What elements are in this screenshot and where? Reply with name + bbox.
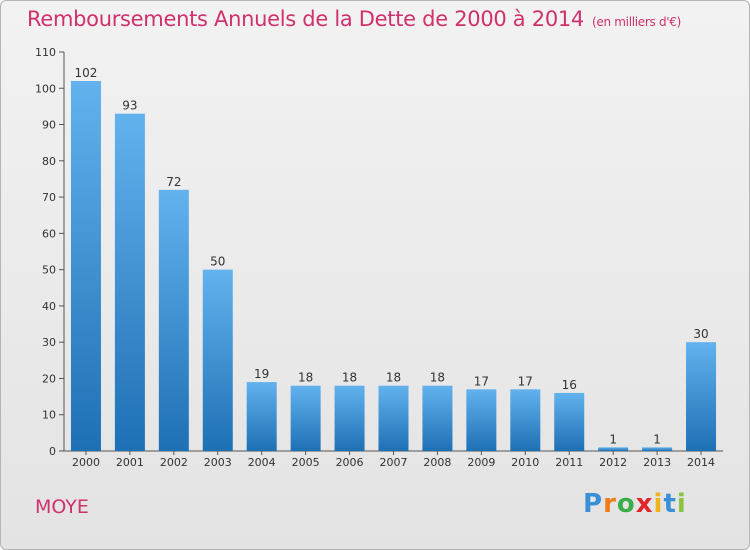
value-label: 102	[75, 66, 98, 80]
x-tick-label: 2010	[511, 456, 539, 469]
y-tick-label: 10	[42, 409, 56, 422]
value-label: 18	[298, 371, 313, 385]
logo-letter: i	[676, 489, 687, 519]
value-label: 18	[386, 371, 401, 385]
x-tick-label: 2003	[204, 456, 232, 469]
y-tick-label: 0	[49, 445, 56, 458]
value-label: 50	[210, 255, 225, 269]
bar-2014	[686, 342, 717, 451]
value-label: 30	[693, 327, 708, 341]
y-tick-label: 60	[42, 227, 56, 240]
x-tick-label: 2005	[292, 456, 320, 469]
logo-letter: i	[653, 489, 664, 519]
logo-letter: P	[583, 489, 604, 519]
bar-2001	[114, 113, 145, 451]
value-label: 72	[166, 175, 181, 189]
bar-2012	[598, 447, 629, 451]
y-tick-label: 40	[42, 300, 56, 313]
logo-letter: t	[663, 489, 677, 519]
logo-letter: r	[603, 489, 617, 519]
y-tick-label: 80	[42, 155, 56, 168]
x-tick-label: 2007	[380, 456, 408, 469]
value-label: 93	[122, 99, 137, 113]
x-tick-label: 2000	[72, 456, 100, 469]
value-label: 18	[430, 371, 445, 385]
bar-2006	[334, 385, 365, 451]
y-tick-label: 90	[42, 119, 56, 132]
chart-unit: (en milliers d'€)	[592, 15, 682, 29]
logo-letter: x	[635, 489, 654, 519]
bar-2005	[290, 385, 321, 451]
proxiti-logo: Proxiti	[583, 489, 687, 519]
bar-2011	[554, 392, 585, 451]
x-tick-label: 2004	[248, 456, 276, 469]
bar-2000	[70, 81, 101, 451]
chart-title: Remboursements Annuels de la Dette de 20…	[27, 7, 681, 31]
x-tick-label: 2014	[687, 456, 715, 469]
y-tick-label: 30	[42, 336, 56, 349]
y-tick-label: 110	[35, 46, 56, 59]
x-tick-label: 2009	[467, 456, 495, 469]
x-tick-label: 2013	[643, 456, 671, 469]
value-label: 1	[653, 432, 661, 446]
chart-title-text: Remboursements Annuels de la Dette de 20…	[27, 7, 584, 31]
bar-2003	[202, 269, 233, 451]
x-tick-label: 2002	[160, 456, 188, 469]
bar-2010	[510, 389, 541, 451]
chart-labels: 2000 102 2001 93 2002 72 2003 50 2004 19 2005 18 200…	[72, 66, 715, 469]
y-tick-label: 70	[42, 191, 56, 204]
y-tick-label: 50	[42, 264, 56, 277]
value-label: 1	[609, 432, 617, 446]
logo-letter: o	[616, 489, 636, 519]
y-tick-label: 100	[35, 82, 56, 95]
bar-2007	[378, 385, 409, 451]
y-tick-label: 20	[42, 372, 56, 385]
chart-bars	[70, 81, 717, 451]
x-tick-label: 2008	[423, 456, 451, 469]
x-tick-label: 2001	[116, 456, 144, 469]
x-tick-label: 2006	[336, 456, 364, 469]
value-label: 19	[254, 367, 269, 381]
value-label: 16	[562, 378, 577, 392]
bar-2002	[158, 189, 189, 451]
bar-2013	[642, 447, 673, 451]
bar-2009	[466, 389, 497, 451]
bar-2008	[422, 385, 453, 451]
value-label: 18	[342, 371, 357, 385]
x-tick-label: 2011	[555, 456, 583, 469]
value-label: 17	[518, 374, 533, 388]
value-label: 17	[474, 374, 489, 388]
bar-2004	[246, 382, 277, 451]
location-name: MOYE	[35, 496, 89, 518]
x-tick-label: 2012	[599, 456, 627, 469]
